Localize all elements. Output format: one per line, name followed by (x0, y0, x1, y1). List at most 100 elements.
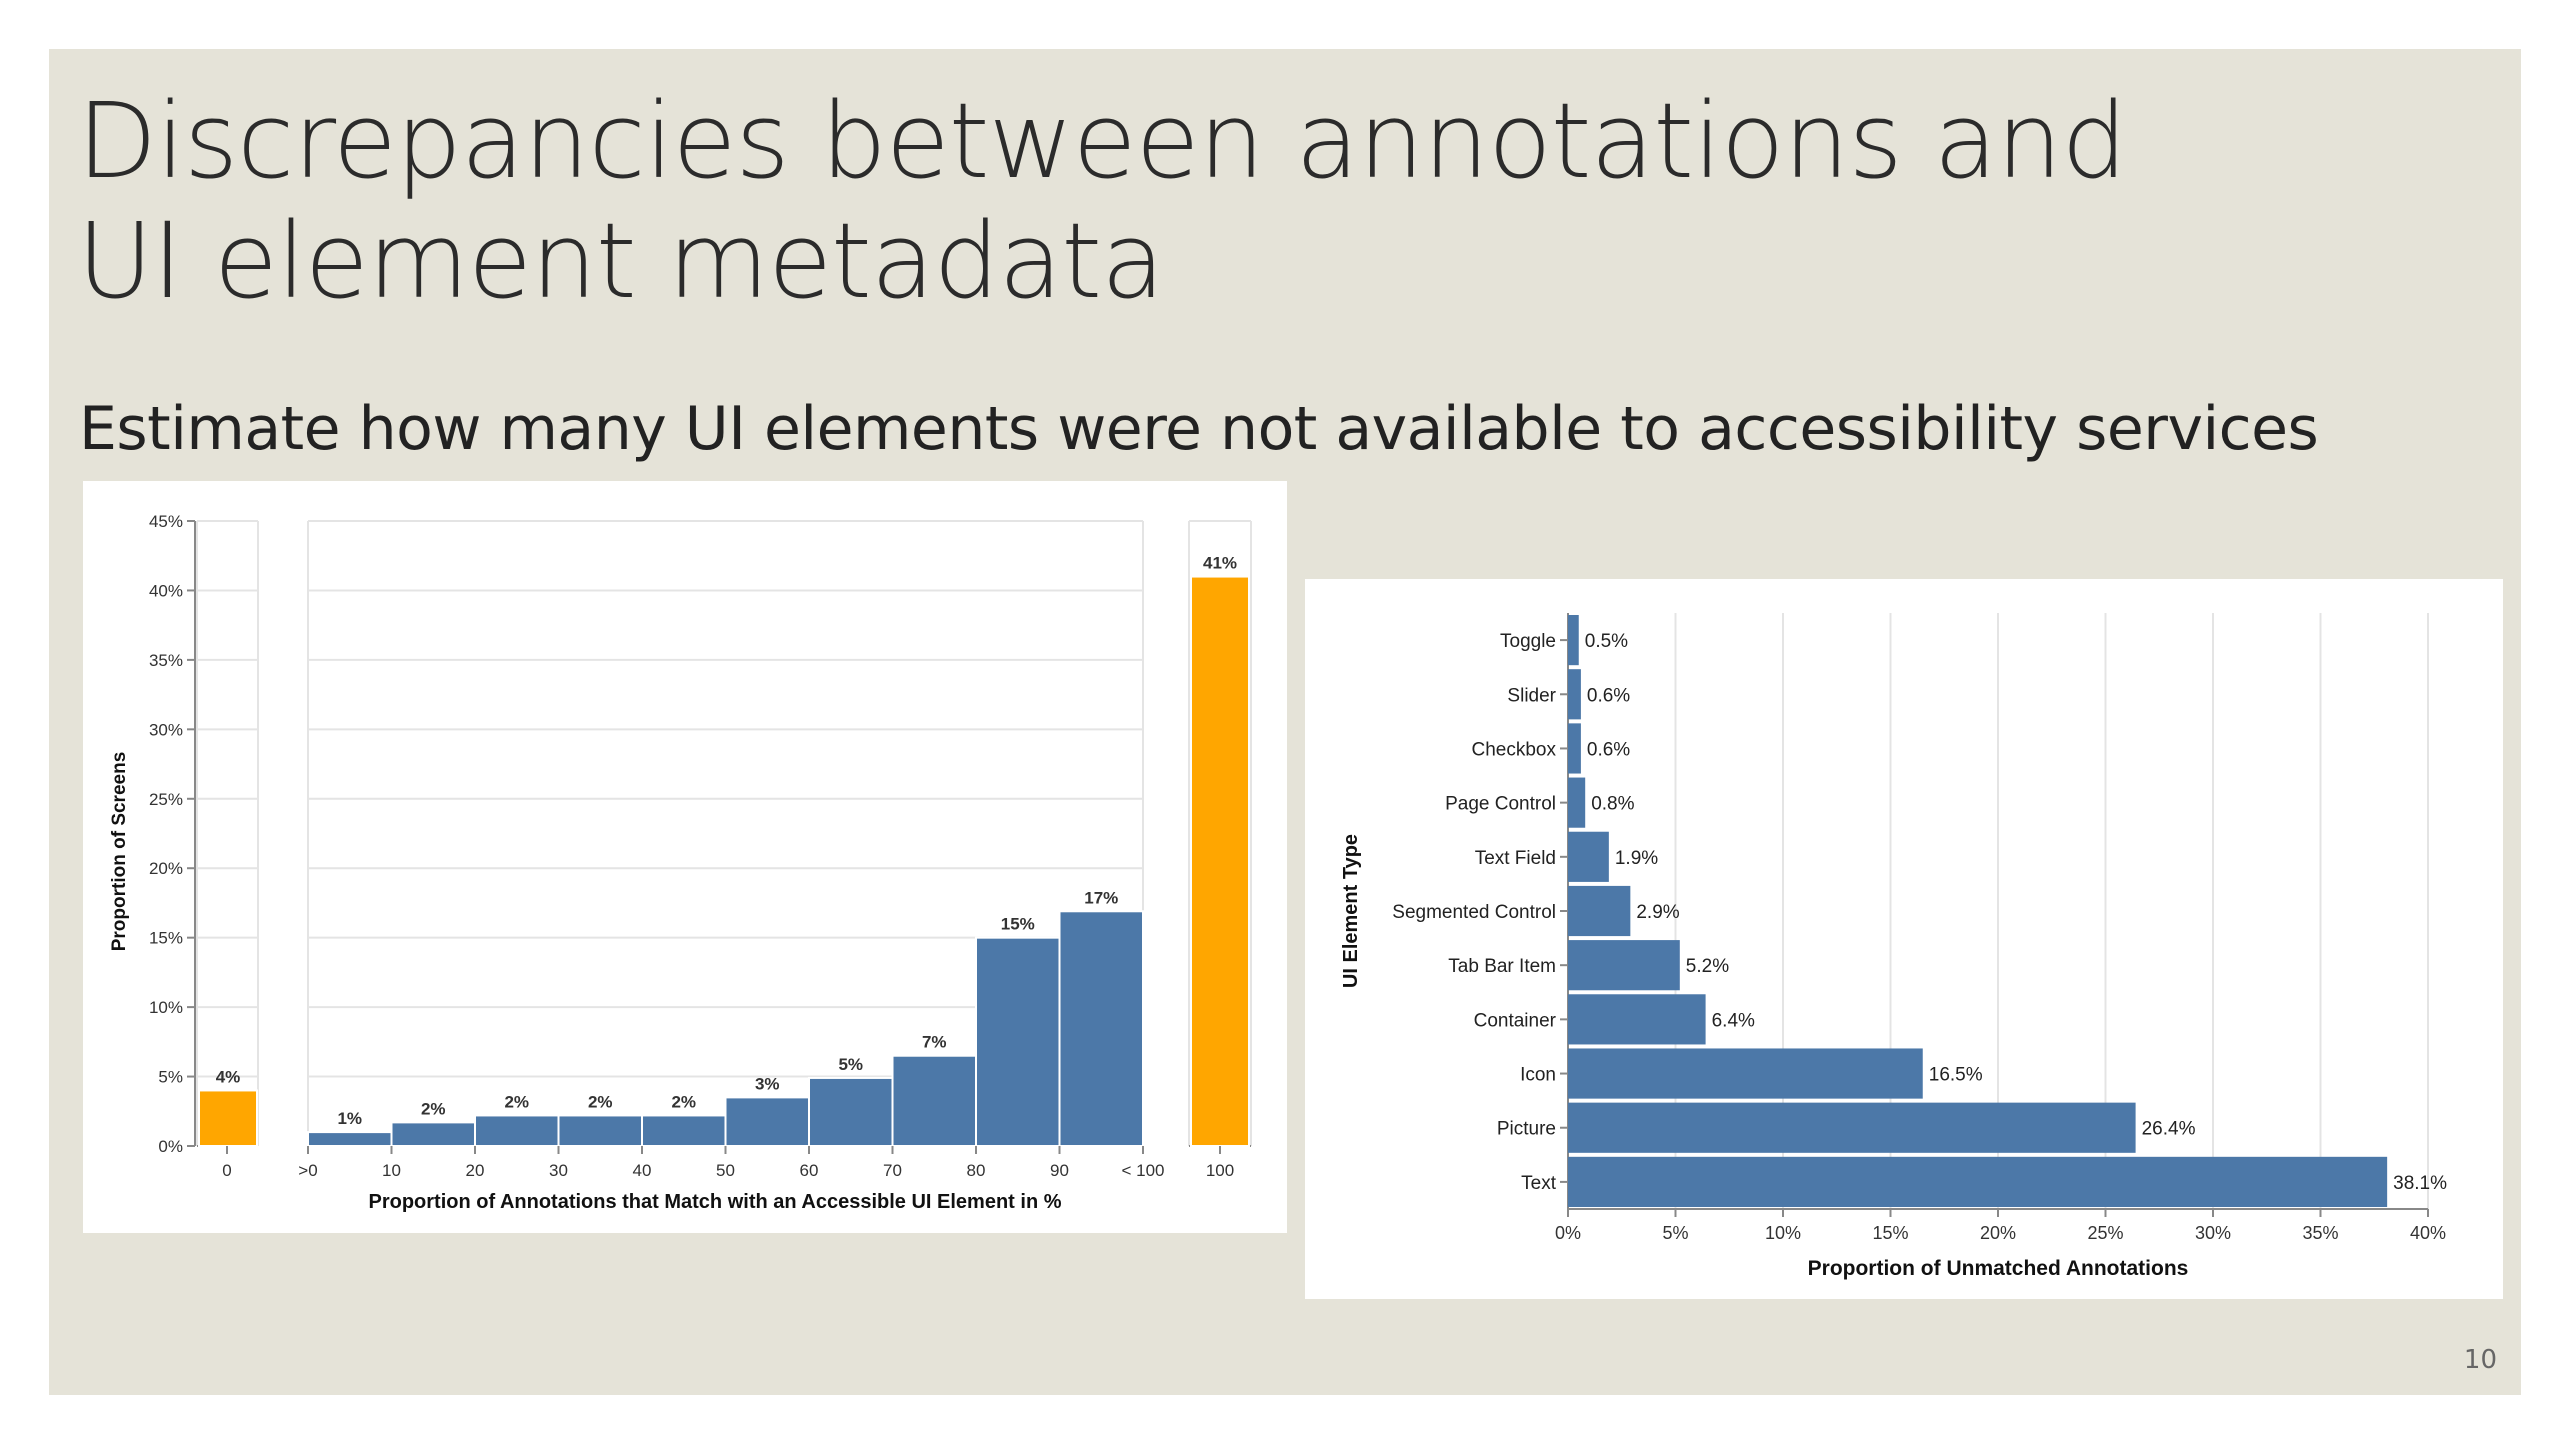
bar-label: 1% (337, 1109, 362, 1128)
bar-label: 2.9% (1636, 902, 1679, 923)
y-tick-label: Text Field (1475, 848, 1556, 869)
y-tick-label: Icon (1520, 1065, 1556, 1086)
x-tick-label: 50 (716, 1161, 735, 1180)
bar-label: 2% (671, 1092, 696, 1111)
y-tick-label: 15% (149, 929, 183, 948)
bar (1568, 1156, 2388, 1207)
x-tick-label: 35% (2302, 1223, 2338, 1243)
bar (1058, 910, 1144, 1147)
bar-label: 5.2% (1686, 956, 1729, 977)
y-tick-label: Checkbox (1472, 739, 1557, 760)
y-tick-label: 30% (149, 720, 183, 739)
x-tick-label: 20% (1980, 1223, 2016, 1243)
bar (390, 1121, 476, 1148)
y-tick-label: Page Control (1445, 794, 1556, 815)
y-tick-label: Text (1521, 1173, 1557, 1194)
x-tick-label: 0 (222, 1161, 231, 1180)
bar (1568, 831, 1609, 882)
x-tick-label: 10% (1765, 1223, 1801, 1243)
x-tick-label: 30% (2195, 1223, 2231, 1243)
y-tick-label: 5% (158, 1068, 183, 1087)
y-tick-label: Picture (1497, 1119, 1556, 1140)
slide-number: 10 (2463, 1345, 2497, 1375)
bar-label: 41% (1203, 554, 1237, 573)
x-tick-label: 40 (633, 1161, 652, 1180)
x-axis-title: Proportion of Annotations that Match wit… (368, 1191, 1061, 1213)
bar-label: 15% (1001, 915, 1035, 934)
x-axis-title: Proportion of Unmatched Annotations (1808, 1257, 2189, 1280)
x-tick-label: 80 (967, 1161, 986, 1180)
x-tick-label: 20 (466, 1161, 485, 1180)
bar-label: 0.8% (1591, 794, 1634, 815)
x-tick-label: 0% (1555, 1223, 1581, 1243)
bar (474, 1114, 560, 1148)
y-tick-label: 10% (149, 998, 183, 1017)
bar-label: 6.4% (1712, 1010, 1755, 1031)
bar (1568, 777, 1586, 828)
y-tick-label: 45% (149, 512, 183, 531)
x-tick-label: 70 (883, 1161, 902, 1180)
y-tick-label: 20% (149, 859, 183, 878)
bar (808, 1076, 894, 1148)
bar (1568, 723, 1581, 774)
x-tick-label: 10 (382, 1161, 401, 1180)
element-type-panel: 0% 5% 10% 15% 20% 25% 30% 35% 40% Toggle 0.5% Slide… (1305, 579, 2503, 1299)
bar (1568, 1048, 1923, 1099)
slide-subtitle: Estimate how many UI elements were not a… (79, 394, 2319, 464)
y-axis-title: UI Element Type (1340, 834, 1362, 988)
bar (1568, 1102, 2136, 1153)
element-type-chart: 0% 5% 10% 15% 20% 25% 30% 35% 40% Toggle 0.5% Slide… (1340, 613, 2447, 1280)
x-tick-label: 40% (2410, 1223, 2446, 1243)
bar (198, 1089, 258, 1148)
bar (1568, 615, 1579, 666)
bar (307, 1131, 393, 1147)
y-tick-label: 40% (149, 581, 183, 600)
x-tick-label: 90 (1050, 1161, 1069, 1180)
x-tick-label: 5% (1662, 1223, 1688, 1243)
y-tick-label: 35% (149, 651, 183, 670)
bar (724, 1096, 810, 1148)
bar-label: 4% (216, 1067, 241, 1086)
x-tick-label: 15% (1872, 1223, 1908, 1243)
x-tick-label: 100 (1206, 1161, 1234, 1180)
bar-label: 2% (421, 1099, 446, 1118)
bar (975, 936, 1061, 1147)
x-tick-label: < 100 (1121, 1161, 1164, 1180)
bar-label: 5% (838, 1055, 863, 1074)
bar (1568, 885, 1631, 937)
bar-label: 16.5% (1929, 1065, 1983, 1086)
bar-label: 1.9% (1615, 848, 1658, 869)
bar (891, 1054, 977, 1148)
x-tick-label: >0 (298, 1161, 317, 1180)
histogram-panel: 0% 5% 10% 15% 20% 25% 30% 35% 40% 45% Proportion o… (83, 481, 1287, 1233)
bar (1568, 940, 1680, 991)
y-tick-label: Tab Bar Item (1448, 956, 1556, 977)
y-tick-label: Slider (1507, 685, 1556, 706)
bar (641, 1114, 727, 1148)
y-tick-label: Toggle (1500, 631, 1556, 652)
x-tick-label: 60 (800, 1161, 819, 1180)
bar-label: 2% (504, 1092, 529, 1111)
bar-label: 26.4% (2142, 1119, 2196, 1140)
slide-title-line-2: UI element metadata (77, 200, 1165, 322)
x-tick-label: 25% (2087, 1223, 2123, 1243)
bar-label: 38.1% (2393, 1173, 2447, 1194)
bar (1190, 575, 1250, 1148)
bar-label: 3% (755, 1074, 780, 1093)
bar-label: 17% (1084, 888, 1118, 907)
y-tick-label: 0% (158, 1137, 183, 1156)
bar-label: 7% (922, 1033, 947, 1052)
y-tick-label: Container (1474, 1010, 1557, 1031)
y-tick-label: 25% (149, 790, 183, 809)
bar (1568, 994, 1706, 1045)
bar-label: 0.5% (1585, 631, 1628, 652)
y-axis-title: Proportion of Screens (109, 752, 130, 952)
bar (1568, 669, 1581, 720)
bar (557, 1114, 643, 1148)
bar-label: 2% (588, 1092, 613, 1111)
slide-title: Discrepancies between annotations and UI… (77, 81, 2497, 321)
histogram-chart: 0% 5% 10% 15% 20% 25% 30% 35% 40% 45% Proportion o… (109, 512, 1252, 1213)
slide-title-line-1: Discrepancies between annotations and (77, 80, 2127, 202)
bar-label: 0.6% (1587, 685, 1630, 706)
y-tick-label: Segmented Control (1392, 902, 1556, 923)
